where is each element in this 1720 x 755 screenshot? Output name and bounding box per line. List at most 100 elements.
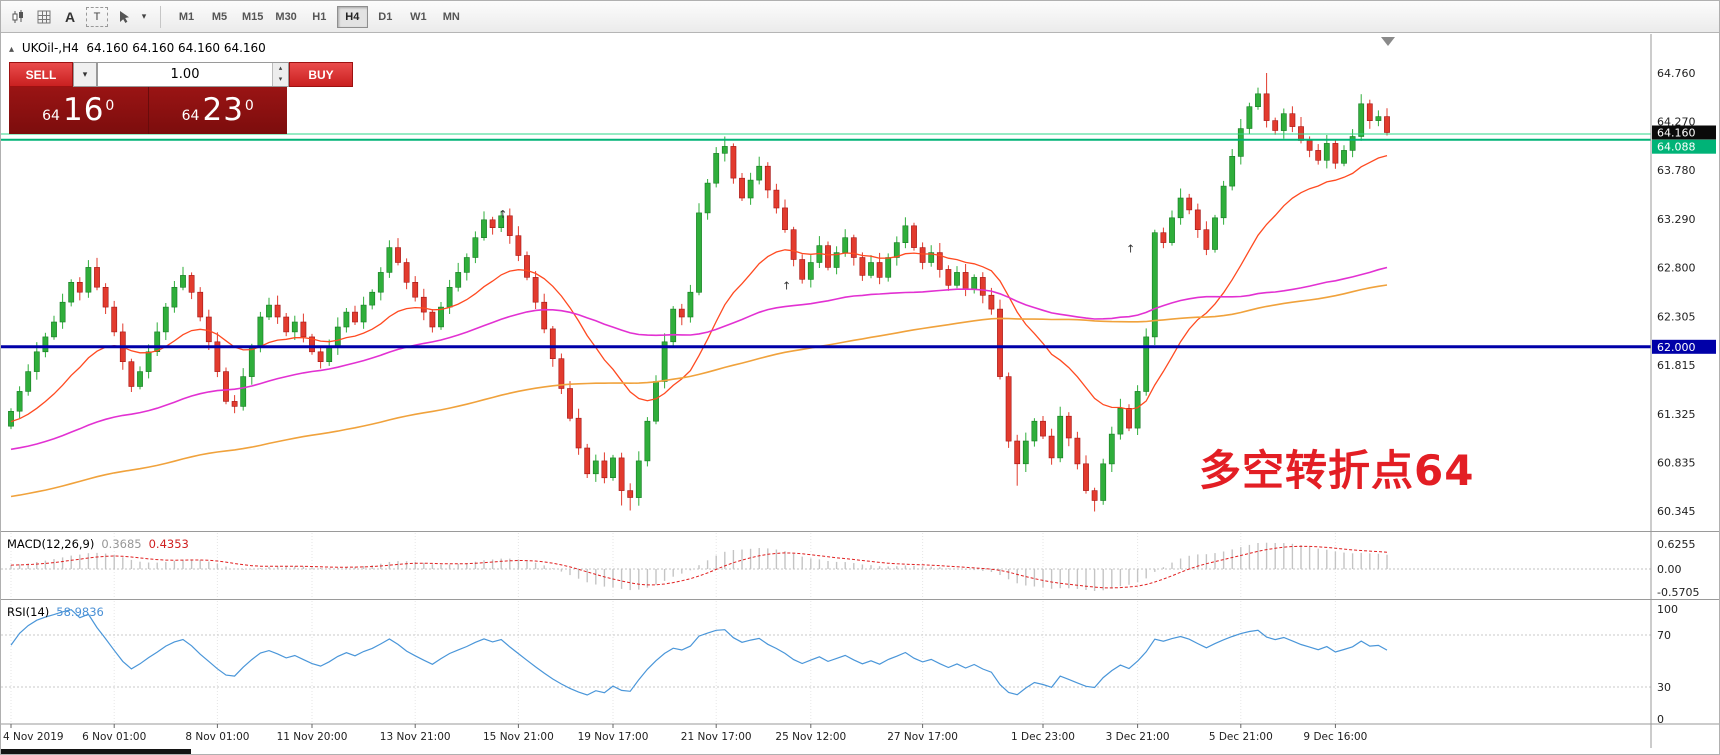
candle: [1246, 102, 1253, 135]
candle: [1065, 412, 1072, 447]
volume-input[interactable]: [98, 63, 272, 86]
chevron-down-icon: ▾: [141, 11, 147, 21]
volume-spinner: ▴ ▾: [272, 63, 288, 86]
bid-price[interactable]: 64 16 0: [9, 87, 149, 134]
chart-header: ▴ UKOil-,H4 64.160 64.160 64.160 64.160: [9, 41, 266, 55]
candle: [455, 262, 462, 292]
candle: [850, 234, 857, 266]
ask-price[interactable]: 64 23 0: [149, 87, 288, 134]
collapse-icon[interactable]: ▴: [9, 44, 15, 55]
candle: [747, 172, 754, 205]
candle: [1315, 144, 1322, 165]
candle: [481, 211, 487, 241]
timeframe-m1[interactable]: M1: [171, 6, 202, 28]
symbol-period-label: UKOil-,H4: [21, 41, 79, 55]
candle: [954, 266, 960, 289]
candle: [283, 313, 290, 337]
timeframe-m5[interactable]: M5: [204, 6, 235, 28]
candle: [197, 287, 204, 322]
candle: [696, 203, 702, 296]
chart-type-icon[interactable]: [5, 5, 31, 29]
candle: [704, 179, 711, 220]
candle: [1272, 117, 1279, 135]
blue-hline-badge: 62.000: [1652, 339, 1716, 354]
tool-dropdown-icon[interactable]: ▾: [137, 5, 151, 29]
candle: [532, 271, 539, 309]
candle: [627, 483, 634, 511]
candle: [1220, 180, 1227, 225]
candle: [1005, 372, 1012, 448]
candle: [377, 267, 384, 301]
candle: [498, 210, 505, 232]
order-type-dropdown[interactable]: ▾: [73, 62, 97, 87]
toolbar: A T ▾ M1 M5 M15 M30 H1 H4 D1 W1 MN: [1, 1, 1719, 33]
candle: [438, 302, 444, 330]
time-axis-label: 21 Nov 17:00: [681, 731, 752, 743]
price-axis-label: 60.835: [1657, 456, 1696, 469]
candle: [567, 381, 573, 422]
macd-axis-label: 0.6255: [1657, 538, 1696, 551]
time-axis-label: 15 Nov 21:00: [483, 731, 554, 743]
candle: [1194, 203, 1201, 238]
candle: [489, 216, 496, 235]
candle: [1014, 434, 1021, 486]
rsi-axis-label: 0: [1657, 713, 1664, 726]
candle: [756, 156, 763, 185]
candle: [506, 208, 513, 244]
toolbar-separator: [160, 5, 161, 28]
timeframe-m15[interactable]: M15: [237, 6, 268, 28]
ma-line-slow: [10, 284, 1388, 498]
timeframe-mn[interactable]: MN: [436, 6, 467, 28]
candle: [352, 305, 358, 325]
text-tool-icon[interactable]: T: [86, 6, 108, 27]
candle: [782, 199, 788, 233]
volume-up-button[interactable]: ▴: [273, 63, 288, 75]
candle: [859, 252, 866, 281]
timeframe-m30[interactable]: M30: [270, 6, 301, 28]
chart-plot-area[interactable]: [1, 34, 1720, 755]
candle: [1289, 106, 1296, 133]
candle: [223, 367, 229, 405]
candle: [678, 303, 685, 326]
candle: [928, 245, 935, 267]
timeframe-d1[interactable]: D1: [370, 6, 401, 28]
candle: [1186, 193, 1193, 215]
macd-axis-label: 0.00: [1657, 563, 1682, 576]
candle: [868, 255, 874, 279]
candle: [1332, 140, 1339, 169]
price-axis-label: 63.290: [1657, 213, 1696, 226]
candle: [1384, 108, 1390, 136]
indicators-grid-icon[interactable]: [31, 5, 57, 29]
candle: [1040, 416, 1046, 439]
candle: [919, 242, 926, 270]
time-axis-label: 13 Nov 21:00: [380, 731, 451, 743]
candle: [610, 454, 616, 481]
timeframe-w1[interactable]: W1: [403, 6, 434, 28]
candle: [790, 226, 797, 267]
candle: [360, 296, 367, 329]
candle: [1022, 432, 1029, 472]
time-axis-label: 27 Nov 17:00: [887, 731, 958, 743]
candle: [1358, 94, 1365, 141]
timeframe-h1[interactable]: H1: [304, 6, 335, 28]
shift-marker-icon: [1381, 37, 1395, 46]
sell-button[interactable]: SELL: [9, 62, 73, 87]
volume-down-button[interactable]: ▾: [273, 74, 288, 86]
candle: [1108, 426, 1115, 472]
candle: [618, 452, 625, 506]
time-axis-label: 1 Dec 23:00: [1011, 731, 1075, 743]
rsi-name: RSI(14): [7, 605, 50, 619]
candle: [420, 288, 427, 321]
timeframe-h4[interactable]: H4: [336, 5, 368, 28]
candle: [833, 246, 840, 275]
candle: [1134, 385, 1141, 435]
macd-histogram: [10, 542, 1388, 591]
rsi-axis-label: 70: [1657, 629, 1671, 642]
arrow-mark-icon: ↑: [782, 279, 791, 292]
svg-text:62.000: 62.000: [1657, 341, 1696, 354]
cursor-tool-icon[interactable]: [111, 5, 137, 29]
svg-text:64.088: 64.088: [1657, 141, 1696, 154]
buy-button[interactable]: BUY: [289, 62, 353, 87]
text-label-icon[interactable]: A: [57, 5, 83, 29]
